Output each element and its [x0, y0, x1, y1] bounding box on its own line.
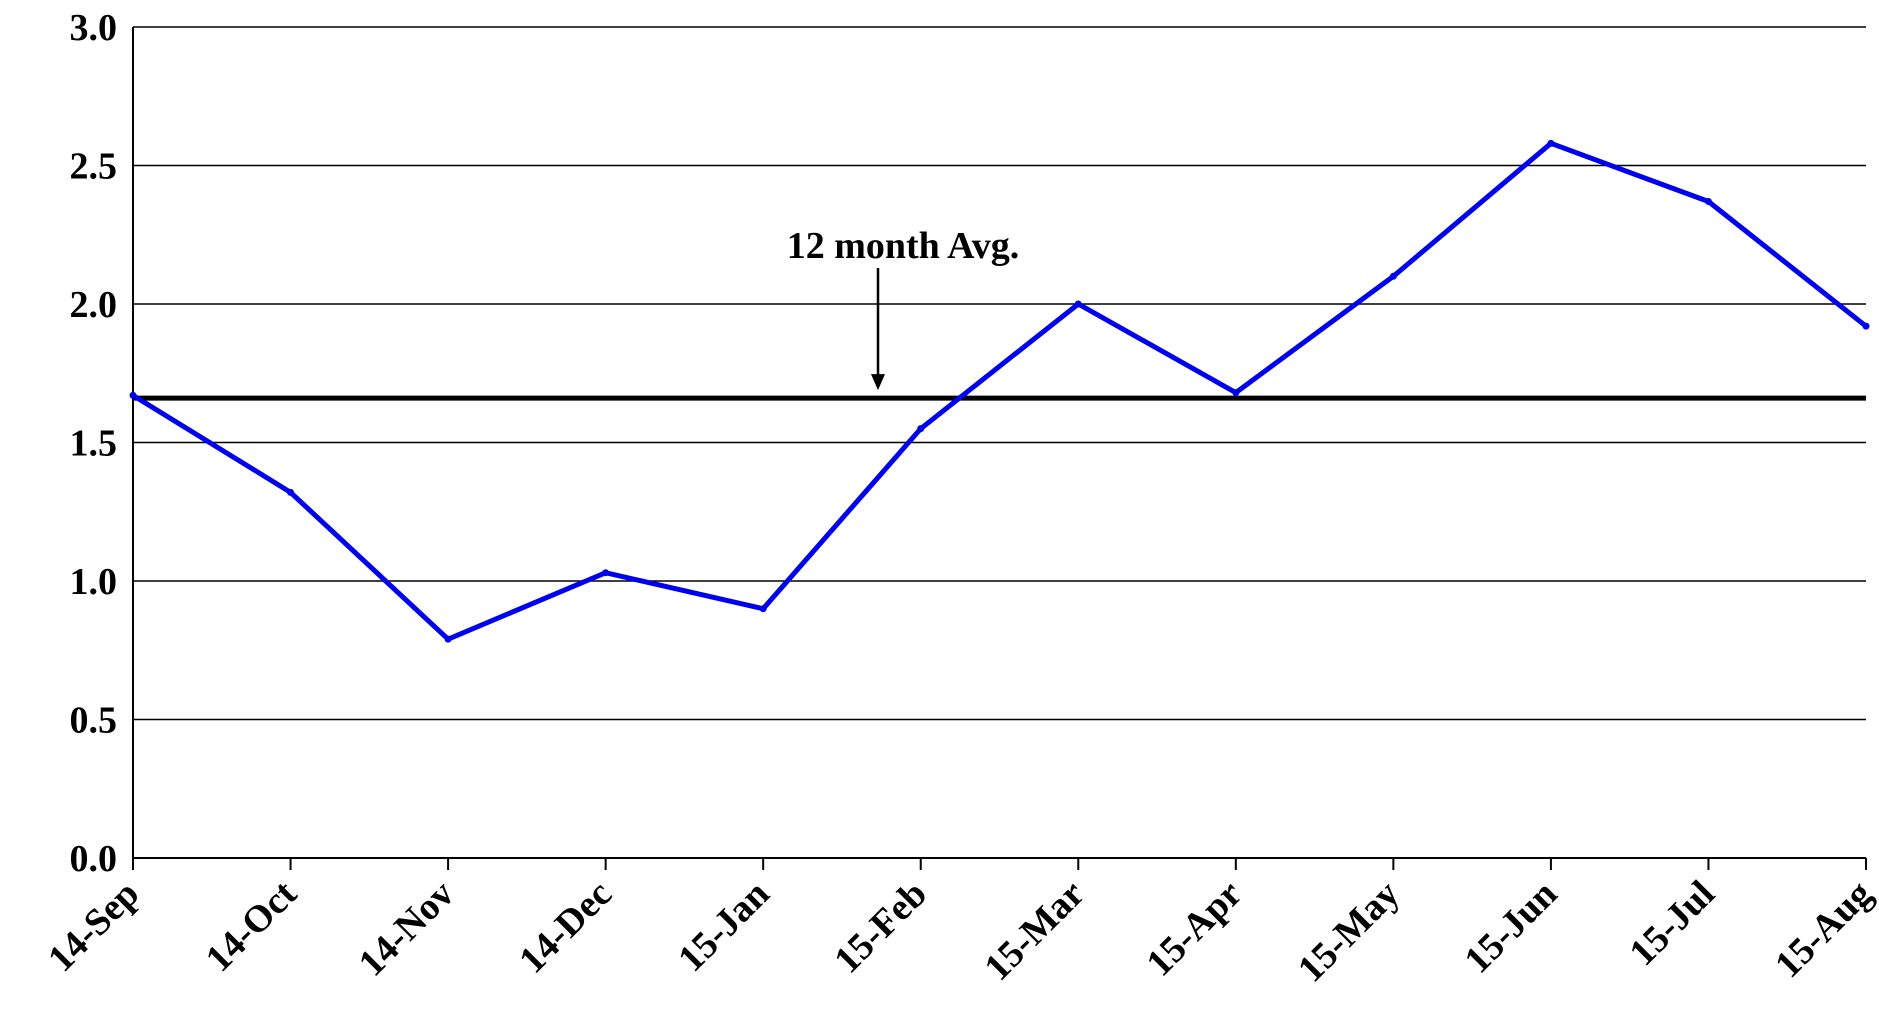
y-tick-label: 1.5 — [70, 423, 118, 465]
data-point — [1862, 322, 1870, 330]
average-line-group: 12 month Avg. — [133, 225, 1866, 401]
x-tick-label: 15-May — [1290, 873, 1408, 991]
annotation-arrow-head — [871, 374, 885, 391]
data-point — [602, 569, 610, 577]
x-tick-label: 14-Nov — [351, 873, 463, 985]
data-point — [129, 391, 137, 399]
data-point — [444, 635, 452, 643]
average-annotation: 12 month Avg. — [787, 225, 1020, 267]
data-point — [759, 605, 767, 613]
data-point — [1704, 198, 1712, 206]
data-point — [1074, 300, 1082, 308]
y-tick-label: 0.0 — [70, 838, 118, 880]
y-tick-label: 2.5 — [70, 146, 118, 188]
data-point — [917, 425, 925, 433]
y-tick-label: 1.0 — [70, 561, 118, 603]
data-point — [1389, 272, 1397, 280]
x-tick-labels: 14-Sep 14-Oct 14-Nov 14-Dec 15-Jan 15-Feb 15-M… — [40, 872, 1879, 990]
y-tick-labels: 0.0 0.5 1.0 1.5 2.0 2.5 3.0 — [70, 7, 118, 880]
y-tick-label: 0.5 — [70, 700, 118, 742]
gridlines — [133, 26, 1866, 721]
x-tick-label: 15-Mar — [976, 873, 1092, 989]
y-tick-label: 3.0 — [70, 7, 118, 49]
x-tick-label: 15-Feb — [826, 873, 935, 982]
y-tick-label: 2.0 — [70, 284, 118, 326]
x-tick-label: 15-Aug — [1767, 873, 1879, 986]
x-tick-label: 14-Oct — [198, 872, 306, 980]
series-line — [131, 140, 1868, 643]
x-tick-label: 14-Sep — [40, 873, 147, 980]
data-point — [1232, 389, 1240, 397]
x-tick-label: 14-Dec — [511, 873, 620, 982]
series-group — [129, 139, 1870, 643]
x-tick-label: 15-Apr — [1138, 873, 1250, 985]
x-tick-label: 15-Jun — [1456, 873, 1565, 982]
x-tick-label: 15-Jul — [1621, 873, 1722, 974]
data-point — [287, 488, 295, 496]
x-tick-label: 15-Jan — [670, 873, 777, 980]
data-point — [1547, 139, 1555, 147]
axes — [132, 27, 1867, 870]
